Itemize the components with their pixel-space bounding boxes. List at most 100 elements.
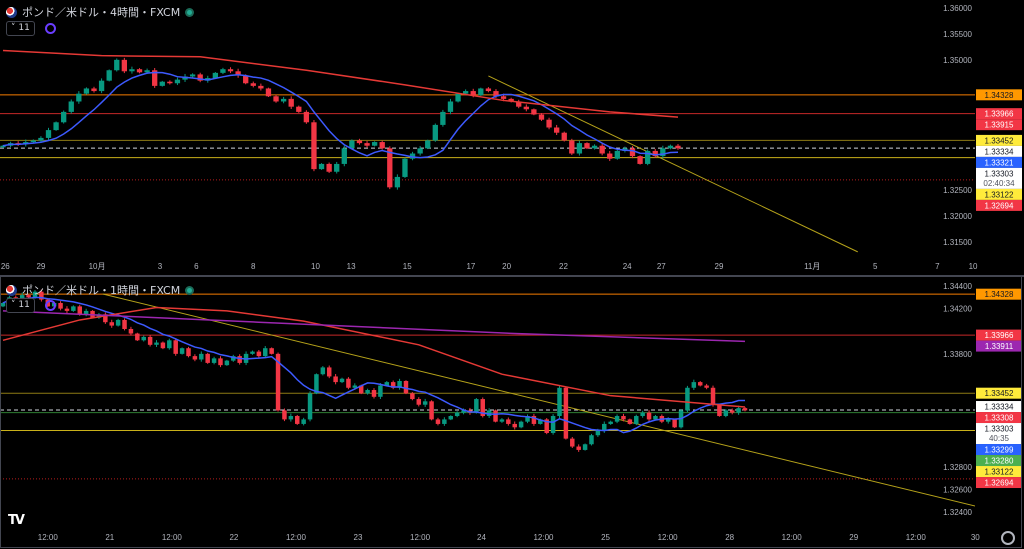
candle-body xyxy=(301,419,306,424)
candle xyxy=(691,379,697,390)
tradingview-logo[interactable]: TV xyxy=(8,513,25,528)
x-axis-tick-label: 12:00 xyxy=(782,533,803,542)
x-axis-tick-label: 3 xyxy=(158,262,163,271)
candle-body xyxy=(432,124,438,141)
x-axis-tick-label: 10 xyxy=(969,262,978,271)
candle-body xyxy=(115,319,121,326)
x-axis-tick-label: 12:00 xyxy=(658,533,679,542)
candle-body xyxy=(531,109,537,115)
candle-body xyxy=(250,351,255,354)
candle xyxy=(364,140,370,148)
price-label-text: 1.33911 xyxy=(985,342,1014,351)
candle xyxy=(550,414,556,435)
candle-body xyxy=(672,419,677,428)
candle-body xyxy=(349,140,355,149)
gear-icon[interactable] xyxy=(1001,531,1015,545)
candle-body xyxy=(30,140,36,143)
candle xyxy=(258,83,264,91)
candle-body xyxy=(685,387,690,411)
candle-body xyxy=(614,416,620,422)
candle xyxy=(174,77,181,86)
price-label-bg xyxy=(976,401,1022,413)
candle xyxy=(235,68,241,78)
candle xyxy=(273,94,279,103)
pane-1h: 1.34400 1.34200 1.33800 1.32800 1.32600 1.324… xyxy=(0,282,1022,542)
candle-body xyxy=(557,387,562,417)
candle-body xyxy=(629,148,636,157)
indicator-count: 11 xyxy=(18,300,30,310)
candle xyxy=(614,414,620,424)
symbol-title[interactable]: ポンド／米ドル・1時間・FXCM xyxy=(22,284,181,297)
candle xyxy=(341,145,347,167)
candle-body xyxy=(197,74,203,81)
candle xyxy=(516,99,522,109)
candle-body xyxy=(387,148,393,188)
candle xyxy=(135,332,140,341)
candle-body xyxy=(480,399,485,417)
price-label-bg xyxy=(976,477,1022,489)
candle-body xyxy=(256,351,262,357)
price-label: 1.32694 xyxy=(976,199,1022,211)
candle-body xyxy=(320,367,326,375)
candle xyxy=(250,81,256,88)
candle xyxy=(121,57,128,74)
candle-body xyxy=(416,399,422,405)
price-label: 1.33299 xyxy=(976,444,1022,456)
candle-body xyxy=(591,145,598,149)
price-label-bg xyxy=(976,444,1022,456)
candle-body xyxy=(675,145,681,149)
x-axis-tick-label: 12:00 xyxy=(286,533,307,542)
price-label-text: 1.33303 xyxy=(985,425,1014,434)
candle-body xyxy=(621,416,626,420)
candle xyxy=(672,418,677,429)
candle-body xyxy=(553,127,560,133)
candle-body xyxy=(167,340,172,349)
x-axis-tick-label: 29 xyxy=(849,533,858,542)
symbol-title[interactable]: ポンド／米ドル・4時間・FXCM xyxy=(22,6,181,19)
candle xyxy=(518,420,524,429)
price-label: 1.33911 xyxy=(976,340,1022,352)
candle xyxy=(106,69,112,82)
candle-body xyxy=(704,385,709,388)
indicators-toggle-button[interactable]: ˅ 11 xyxy=(6,298,35,313)
candle xyxy=(122,318,127,331)
candle-body xyxy=(384,382,390,386)
candle xyxy=(333,374,338,385)
candle-body xyxy=(19,295,25,300)
candle xyxy=(570,437,575,448)
market-open-dot-icon xyxy=(185,7,195,17)
x-axis-tick-label: 7 xyxy=(935,262,940,271)
candle-body xyxy=(486,410,492,417)
candle xyxy=(250,350,255,355)
candle-body xyxy=(103,314,108,323)
candle-body xyxy=(378,385,383,397)
candle xyxy=(576,444,581,452)
price-label: 1.33321 xyxy=(976,156,1022,168)
indicator-icon[interactable] xyxy=(44,300,56,311)
candle-body xyxy=(614,150,620,159)
candle-body xyxy=(45,130,52,138)
candle-body xyxy=(296,106,302,112)
candle-body xyxy=(205,353,210,363)
indicators-toggle-button[interactable]: ˅ 11 xyxy=(6,21,35,36)
candle xyxy=(531,108,537,116)
candle-body xyxy=(666,419,671,422)
candle xyxy=(326,162,332,173)
indicator-icon[interactable] xyxy=(44,23,56,34)
candle-body xyxy=(352,385,358,388)
price-label-bg xyxy=(976,199,1022,211)
candle-body xyxy=(346,378,351,388)
price-label-text: 1.33966 xyxy=(985,110,1014,119)
candle xyxy=(160,341,166,350)
candle-body xyxy=(499,419,505,422)
price-label: 1.33915 xyxy=(976,119,1022,131)
candle xyxy=(645,149,651,166)
candle xyxy=(531,413,537,426)
candle-body xyxy=(470,91,476,96)
candle xyxy=(98,78,105,94)
candle xyxy=(141,335,146,342)
x-axis-tick-label: 26 xyxy=(1,262,10,271)
x-axis-tick-label: 24 xyxy=(477,533,486,542)
y-axis-tick-label: 1.32600 xyxy=(943,485,972,494)
